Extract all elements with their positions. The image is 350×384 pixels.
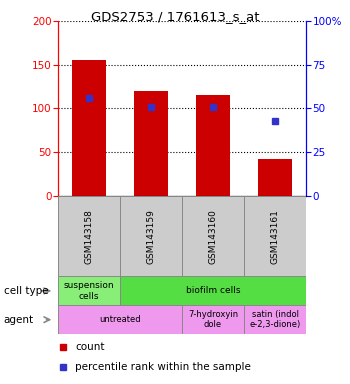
Bar — [72, 60, 106, 196]
Text: agent: agent — [4, 314, 34, 325]
Text: untreated: untreated — [99, 315, 141, 324]
Text: count: count — [75, 342, 105, 352]
Bar — [182, 305, 244, 334]
Text: GSM143159: GSM143159 — [146, 209, 155, 263]
Text: percentile rank within the sample: percentile rank within the sample — [75, 362, 251, 372]
Bar — [244, 196, 306, 276]
Text: suspension
cells: suspension cells — [63, 281, 114, 301]
Text: satin (indol
e-2,3-dione): satin (indol e-2,3-dione) — [250, 310, 301, 329]
Bar — [244, 305, 306, 334]
Text: GSM143158: GSM143158 — [84, 209, 93, 263]
Bar — [120, 196, 182, 276]
Bar — [120, 276, 306, 305]
Bar — [58, 276, 120, 305]
Bar — [58, 305, 182, 334]
Bar — [196, 95, 230, 196]
Bar — [134, 91, 168, 196]
Bar — [182, 196, 244, 276]
Bar — [58, 196, 120, 276]
Text: 7-hydroxyin
dole: 7-hydroxyin dole — [188, 310, 238, 329]
Text: GDS2753 / 1761613_s_at: GDS2753 / 1761613_s_at — [91, 10, 259, 23]
Text: GSM143161: GSM143161 — [271, 209, 280, 263]
Text: cell type: cell type — [4, 286, 48, 296]
Text: GSM143160: GSM143160 — [209, 209, 218, 263]
Bar — [258, 159, 292, 196]
Text: biofilm cells: biofilm cells — [186, 286, 240, 295]
